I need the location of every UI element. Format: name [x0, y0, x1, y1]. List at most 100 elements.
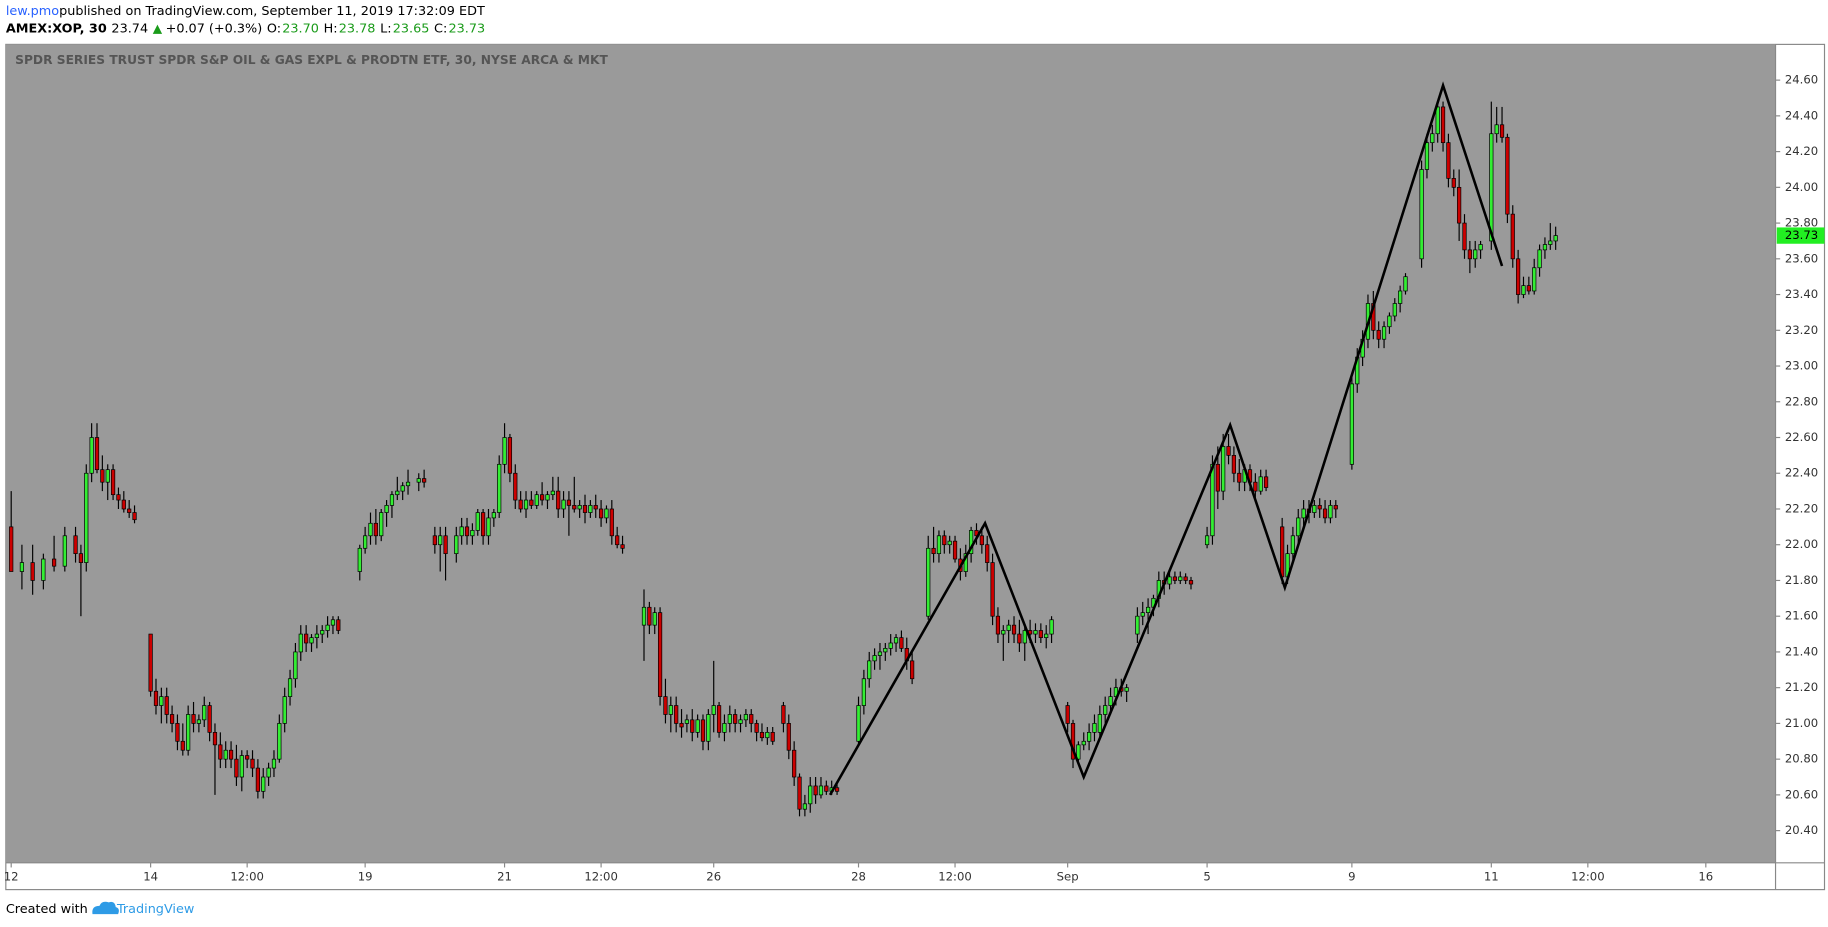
open-value: 23.70	[282, 22, 319, 37]
candle-body	[1516, 258, 1521, 295]
candle-body	[191, 714, 196, 724]
last-price-label: 23.73	[1785, 228, 1818, 242]
last-price-box	[1776, 227, 1825, 244]
candle-body	[486, 517, 491, 537]
candle-body	[223, 749, 228, 760]
tradingview-logo[interactable]	[92, 901, 119, 915]
candle-body	[127, 508, 132, 513]
x-tick-label: 12:00	[584, 869, 618, 883]
candle-body	[405, 481, 411, 487]
candle-body	[255, 767, 260, 792]
candle-body	[1521, 285, 1526, 295]
candle-body	[529, 499, 534, 506]
y-tick-label: 20.40	[1785, 823, 1818, 837]
candle-body	[1103, 705, 1108, 715]
candle-body	[861, 678, 866, 706]
candle-body	[1081, 740, 1086, 746]
candle-body	[604, 508, 609, 519]
candle-body	[1381, 326, 1387, 340]
candle-body	[234, 758, 239, 778]
candle-body	[540, 494, 545, 501]
candle-body	[395, 490, 400, 496]
y-tick-label: 22.60	[1785, 430, 1818, 444]
candle-body	[1430, 133, 1435, 144]
candle-body	[1076, 744, 1081, 760]
candle-body	[336, 619, 341, 631]
candle-body	[1440, 106, 1446, 144]
candle-body	[738, 719, 743, 724]
y-tick-label: 22.00	[1785, 537, 1818, 551]
candle-body	[304, 633, 309, 644]
candle-body	[1532, 267, 1537, 292]
candle-body	[641, 606, 647, 626]
candle-body	[363, 535, 368, 549]
candle-body	[379, 512, 384, 537]
y-tick-label: 24.00	[1785, 180, 1818, 194]
author-link[interactable]: lew.pmo	[6, 4, 59, 19]
candle-body	[116, 494, 121, 501]
candle-body	[733, 714, 738, 724]
candle-body	[148, 633, 153, 692]
candle-body	[598, 508, 604, 519]
candle-body	[1398, 290, 1403, 304]
candle-body	[711, 705, 716, 715]
high-label: H:	[324, 22, 338, 37]
candle-body	[1087, 731, 1092, 742]
candle-body	[615, 535, 620, 546]
candle-body	[561, 499, 566, 510]
candle-body	[212, 731, 218, 746]
candle-body	[475, 512, 480, 531]
candle-body	[1553, 235, 1558, 242]
candle-body	[1017, 633, 1022, 644]
x-tick-label: 26	[706, 869, 721, 883]
candle-body	[700, 719, 706, 742]
close-value: 23.73	[448, 22, 485, 37]
x-tick-label: 11	[1484, 869, 1499, 883]
candle-body	[952, 540, 958, 560]
tradingview-link[interactable]: TradingView	[116, 902, 194, 917]
candle-body	[1333, 505, 1338, 510]
candle-body	[1253, 481, 1258, 492]
candle-body	[647, 606, 652, 626]
candle-body	[153, 690, 159, 706]
candle-body	[1387, 315, 1392, 328]
candle-body	[722, 723, 727, 733]
candle-body	[609, 508, 614, 537]
candle-body	[175, 723, 180, 742]
candle-body	[899, 637, 904, 649]
candle-body	[513, 472, 518, 501]
y-tick-label: 23.20	[1785, 323, 1818, 337]
y-tick-label: 21.60	[1785, 609, 1818, 623]
candle-body	[121, 499, 126, 510]
candle-body	[239, 755, 244, 778]
x-tick-label: 19	[358, 869, 373, 883]
candle-body	[1494, 124, 1499, 135]
candle-body	[1135, 615, 1140, 635]
candle-body	[400, 485, 405, 492]
x-tick-label: 21	[497, 869, 512, 883]
candle-body	[797, 776, 802, 810]
candle-body	[1312, 505, 1317, 513]
candle-body	[566, 499, 572, 506]
candle-body	[684, 719, 689, 724]
trend-line	[828, 81, 1504, 796]
candle-body	[550, 490, 555, 496]
candle-body	[518, 499, 523, 510]
candle-body	[1038, 630, 1043, 638]
candle-body	[936, 535, 942, 555]
high-value: 23.78	[339, 22, 376, 37]
candle-body	[1001, 630, 1006, 635]
candle-body	[1451, 178, 1456, 188]
candle-body	[1542, 244, 1548, 251]
candle-body	[1301, 508, 1306, 519]
y-tick-label: 23.80	[1785, 216, 1818, 230]
candle-body	[1424, 142, 1430, 170]
candle-body	[931, 547, 936, 555]
close-label: C:	[434, 22, 447, 37]
candle-body	[1435, 106, 1440, 135]
candle-body	[438, 535, 443, 546]
header: lew.pmo published on TradingView.com, Se…	[6, 4, 485, 36]
candle-body	[792, 749, 797, 778]
candle-body	[893, 637, 899, 644]
y-tick-label: 22.20	[1785, 501, 1818, 515]
